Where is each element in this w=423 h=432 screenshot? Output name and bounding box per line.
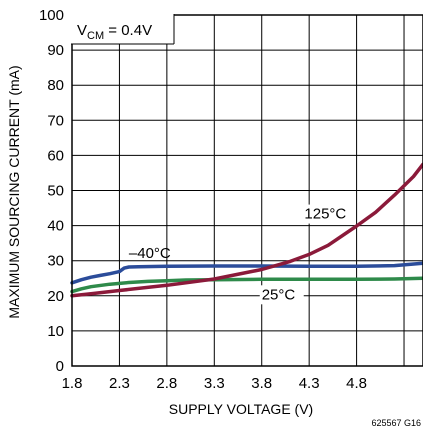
x-tick-label: 4.3 [299,375,320,392]
y-tick-label: 0 [56,358,64,375]
plot-frame [71,14,423,367]
y-axis-title: MAXIMUM SOURCING CURRENT (mA) [6,65,22,318]
x-tick-label: 2.3 [109,375,130,392]
y-tick-label: 80 [47,77,64,94]
x-tick-label: 3.8 [251,375,272,392]
series-labels: –40°C 25°C 125°C [129,204,353,305]
figure-id: 625567 G16 [371,418,421,428]
y-tick-labels: 0 10 20 30 40 50 60 70 80 90 100 [39,7,64,375]
x-tick-label: 4.8 [346,375,367,392]
series-layer [70,162,423,298]
y-tick-label: 70 [47,112,64,129]
y-tick-label: 50 [47,183,64,200]
series-label-bg [259,285,304,305]
series-line-40c [70,261,423,285]
series-label: 125°C [304,206,346,223]
series-line-25c [70,276,423,294]
series-line-125c [70,162,423,298]
y-tick-label: 10 [47,323,64,340]
series-label-bg [302,204,353,224]
y-tick-label: 20 [47,288,64,305]
series-label: –40°C [129,245,171,262]
y-tick-label: 60 [47,147,64,164]
x-tick-label: 3.3 [204,375,225,392]
y-tick-label: 90 [47,42,64,59]
y-tick-label: 100 [39,7,64,24]
y-tick-label: 40 [47,218,64,235]
y-tick-label: 30 [47,253,64,270]
condition-label-box: VCM = 0.4V [71,14,175,45]
grid [71,14,423,367]
x-tick-label: 2.8 [156,375,177,392]
series-label: 25°C [262,286,296,303]
x-axis-title: SUPPLY VOLTAGE (V) [169,401,313,417]
x-tick-labels: 1.8 2.3 2.8 3.3 3.8 4.3 4.8 [62,375,367,392]
condition-label: VCM = 0.4V [77,22,152,42]
x-tick-label: 1.8 [62,375,83,392]
